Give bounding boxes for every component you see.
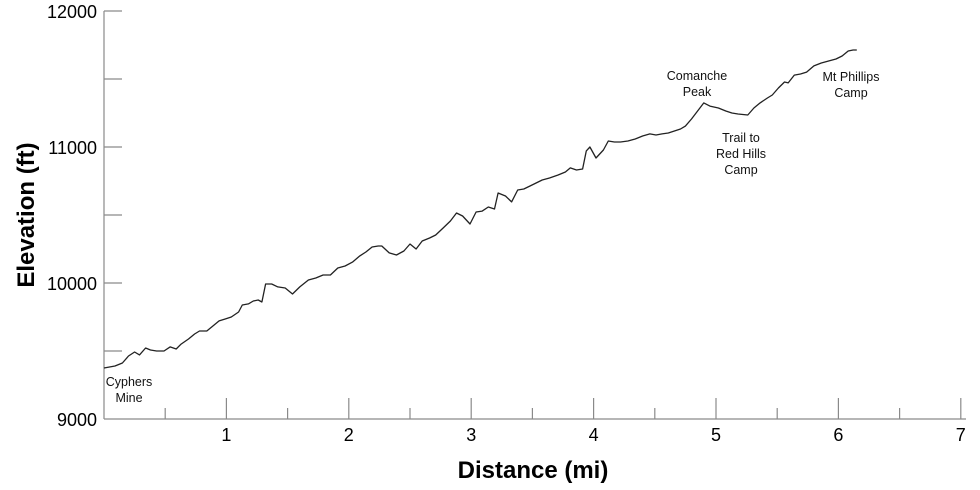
annotation-cyphers-mine-line1: Cyphers	[106, 375, 153, 389]
annotation-red-hills-line1: Trail to	[722, 131, 760, 145]
x-tick-label-5: 5	[711, 425, 721, 445]
annotation-comanche-peak-line2: Peak	[683, 85, 712, 99]
annotation-red-hills-line2: Red Hills	[716, 147, 766, 161]
x-tick-label-1: 1	[221, 425, 231, 445]
elevation-line	[103, 49, 857, 369]
y-axis	[103, 10, 122, 419]
y-tick-label-9000: 9000	[57, 410, 97, 430]
annotation-mt-phillips-camp: Mt Phillips Camp	[823, 70, 880, 100]
annotation-cyphers-mine: Cyphers Mine	[106, 375, 153, 405]
annotation-comanche-peak-line1: Comanche	[667, 69, 727, 83]
x-tick-labels: 1 2 3 4 5 6 7	[221, 425, 965, 445]
y-tick-label-10000: 10000	[47, 274, 97, 294]
x-axis-title: Distance (mi)	[458, 457, 609, 484]
annotation-cyphers-mine-line2: Mine	[115, 391, 142, 405]
annotation-mt-phillips-line2: Camp	[834, 86, 867, 100]
annotation-red-hills-line3: Camp	[724, 163, 757, 177]
x-tick-label-4: 4	[589, 425, 599, 445]
x-axis	[104, 398, 966, 420]
annotation-red-hills-camp: Trail to Red Hills Camp	[716, 131, 766, 177]
x-tick-label-3: 3	[466, 425, 476, 445]
y-tick-labels: 12000 11000 10000 9000	[47, 2, 97, 430]
y-axis-title: Elevation (ft)	[13, 142, 40, 287]
annotation-mt-phillips-line1: Mt Phillips	[823, 70, 880, 84]
y-tick-label-11000: 11000	[48, 138, 97, 158]
x-tick-label-2: 2	[344, 425, 354, 445]
annotation-comanche-peak: Comanche Peak	[667, 69, 727, 99]
y-tick-label-12000: 12000	[47, 2, 97, 22]
x-tick-label-6: 6	[833, 425, 843, 445]
x-tick-label-7: 7	[956, 425, 966, 445]
